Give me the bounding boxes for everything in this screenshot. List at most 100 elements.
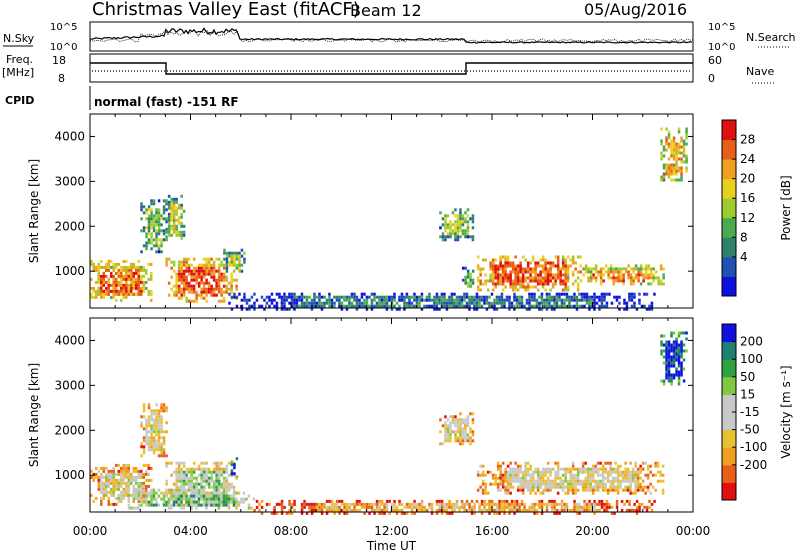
data-cell xyxy=(484,491,487,495)
data-cell xyxy=(185,284,188,288)
data-cell xyxy=(383,508,386,512)
data-cell xyxy=(662,382,666,386)
data-cell xyxy=(520,304,524,308)
data-cell xyxy=(400,298,404,302)
data-cell xyxy=(117,289,120,293)
data-cell xyxy=(225,491,228,495)
data-cell xyxy=(622,279,625,283)
data-cell xyxy=(615,505,619,509)
data-cell xyxy=(646,476,650,480)
data-cell xyxy=(170,491,173,495)
data-cell xyxy=(162,436,166,440)
data-cell xyxy=(466,223,470,227)
data-cell xyxy=(636,467,640,471)
data-cell xyxy=(155,424,158,428)
data-cell xyxy=(105,466,108,470)
data-cell xyxy=(155,497,158,501)
data-cell xyxy=(468,298,471,302)
data-cell xyxy=(609,267,613,271)
data-cell xyxy=(645,292,649,296)
data-cell xyxy=(433,307,436,311)
data-cell xyxy=(564,276,567,280)
data-cell xyxy=(185,266,188,270)
data-cell xyxy=(580,304,584,308)
data-cell xyxy=(656,461,660,465)
data-cell xyxy=(172,218,176,222)
data-cell xyxy=(685,142,688,146)
data-cell xyxy=(450,292,454,296)
data-cell xyxy=(483,499,486,503)
data-cell xyxy=(235,503,238,507)
data-cell xyxy=(350,304,354,308)
data-cell xyxy=(464,211,467,215)
data-cell xyxy=(220,467,223,471)
data-cell xyxy=(328,301,331,305)
data-cell xyxy=(298,298,301,302)
data-cell xyxy=(589,279,593,283)
data-cell xyxy=(155,409,158,413)
data-cell xyxy=(667,175,671,179)
data-cell xyxy=(150,202,153,206)
data-cell xyxy=(177,215,181,219)
data-cell xyxy=(524,285,527,289)
data-cell xyxy=(521,482,525,486)
data-cell xyxy=(97,292,100,296)
data-cell xyxy=(102,466,105,470)
data-cell xyxy=(177,473,181,477)
data-cell xyxy=(137,497,141,501)
data-cell xyxy=(112,472,115,476)
data-cell xyxy=(449,232,452,236)
data-cell xyxy=(514,267,517,271)
data-cell xyxy=(488,505,491,509)
data-cell xyxy=(192,257,196,261)
data-cell xyxy=(383,511,386,515)
data-cell xyxy=(454,223,457,227)
data-cell xyxy=(476,288,480,292)
data-cell xyxy=(165,494,168,498)
data-cell xyxy=(400,508,404,512)
x-tick-label: 04:00 xyxy=(173,524,208,538)
data-cell xyxy=(629,461,632,465)
data-cell xyxy=(187,266,191,270)
data-cell xyxy=(127,463,130,467)
data-cell xyxy=(122,478,125,482)
data-cell xyxy=(438,502,441,506)
data-cell xyxy=(606,461,610,465)
data-cell xyxy=(561,467,565,471)
data-cell xyxy=(526,461,530,465)
data-cell xyxy=(147,277,150,281)
data-cell xyxy=(147,500,151,504)
data-cell xyxy=(358,301,361,305)
data-cell xyxy=(533,502,536,506)
data-cell xyxy=(155,412,158,416)
data-cell xyxy=(165,217,168,221)
data-cell xyxy=(488,301,491,305)
data-cell xyxy=(222,482,226,486)
data-cell xyxy=(330,304,334,308)
data-cell xyxy=(260,304,264,308)
data-cell xyxy=(510,304,514,308)
data-cell xyxy=(471,220,475,224)
data-cell xyxy=(318,301,321,305)
data-cell xyxy=(524,485,527,489)
data-cell xyxy=(328,505,331,509)
data-cell xyxy=(566,270,570,274)
data-cell xyxy=(177,494,181,498)
data-cell xyxy=(140,445,143,449)
data-cell xyxy=(147,484,150,488)
data-cell xyxy=(635,511,639,515)
data-cell xyxy=(217,299,221,303)
data-cell xyxy=(445,505,449,509)
data-cell xyxy=(177,497,181,501)
data-cell xyxy=(621,473,625,477)
data-cell xyxy=(200,272,203,276)
data-cell xyxy=(638,502,641,506)
data-cell xyxy=(175,230,178,234)
data-cell xyxy=(468,502,471,506)
data-cell xyxy=(217,461,221,465)
data-cell xyxy=(283,301,286,305)
colorbar-tick-label: 20 xyxy=(740,172,755,186)
data-cell xyxy=(247,503,251,507)
data-cell xyxy=(495,505,499,509)
data-cell xyxy=(162,454,166,458)
